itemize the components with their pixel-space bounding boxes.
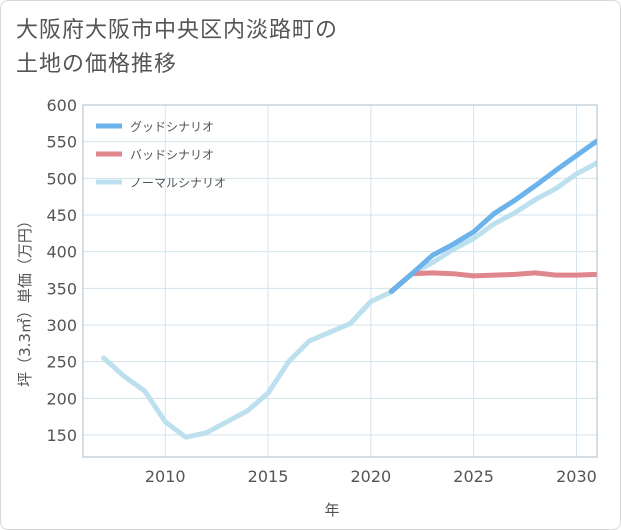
series-line-good (388, 138, 597, 294)
plot-border (82, 104, 598, 458)
series-line-bad (388, 270, 597, 294)
x-tick-label: 2010 (145, 467, 186, 486)
y-axis-label: 坪（3.3㎡）単価（万円） (16, 213, 34, 387)
x-axis-label: 年 (324, 501, 339, 519)
y-tick-label: 200 (46, 389, 77, 408)
x-tick-label: 2030 (556, 467, 597, 486)
chart-title-line2: 土地の価格推移 (16, 52, 178, 77)
y-tick-label: 150 (46, 426, 77, 445)
chart-title: 大阪府大阪市中央区内淡路町の 土地の価格推移 (16, 14, 338, 82)
y-tick-label: 300 (46, 316, 77, 335)
legend-label: バッドシナリオ (130, 148, 214, 162)
y-tick-label: 500 (46, 169, 77, 188)
y-tick-label: 400 (46, 243, 77, 262)
legend-label: グッドシナリオ (130, 120, 214, 134)
legend-label: ノーマルシナリオ (130, 176, 226, 190)
y-tick-label: 450 (46, 206, 77, 225)
y-tick-label: 350 (46, 279, 77, 298)
y-tick-label: 250 (46, 353, 77, 372)
series-line-normal (101, 160, 597, 440)
x-tick-label: 2020 (350, 467, 391, 486)
x-tick-label: 2025 (453, 467, 494, 486)
x-tick-label: 2015 (248, 467, 289, 486)
y-tick-label: 550 (46, 133, 77, 152)
chart-title-line1: 大阪府大阪市中央区内淡路町の (16, 18, 339, 43)
y-tick-label: 600 (46, 96, 77, 115)
